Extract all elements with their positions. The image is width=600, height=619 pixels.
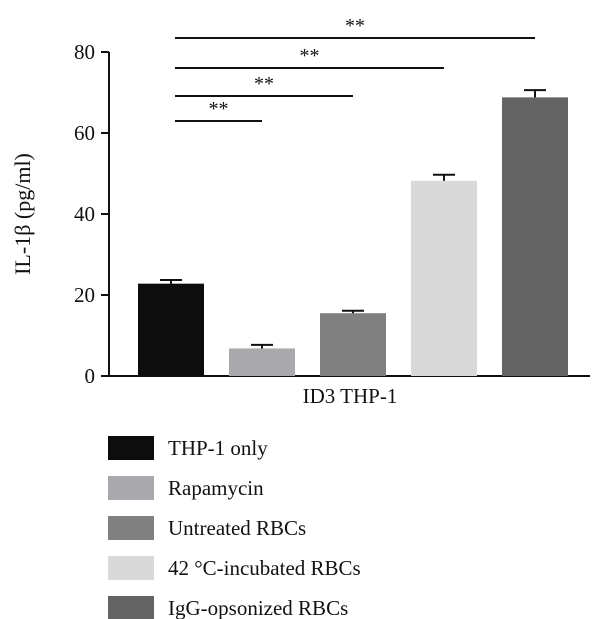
significance-label: **: [345, 15, 365, 37]
bar: [138, 283, 204, 376]
y-tick-label: 60: [74, 121, 95, 145]
bar: [502, 97, 568, 377]
bar: [411, 180, 477, 376]
y-tick-label: 20: [74, 283, 95, 307]
bars: [138, 97, 568, 377]
y-tick-label: 80: [74, 40, 95, 64]
legend: THP-1 only Rapamycin Untreated RBCs 42 °C-i…: [108, 436, 361, 619]
bar: [229, 348, 295, 376]
legend-label: THP-1 only: [168, 436, 268, 460]
legend-swatch: [108, 516, 154, 540]
legend-label: IgG-opsonized RBCs: [168, 596, 348, 619]
significance-label: **: [254, 73, 274, 95]
error-bars: [160, 89, 546, 349]
bar: [320, 313, 386, 376]
legend-label: Rapamycin: [168, 476, 264, 500]
legend-swatch: [108, 476, 154, 500]
legend-swatch: [108, 436, 154, 460]
significance-label: **: [209, 98, 229, 120]
x-group-label: ID3 THP-1: [303, 384, 398, 408]
y-tick-label: 40: [74, 202, 95, 226]
legend-swatch: [108, 596, 154, 619]
significance-label: **: [300, 45, 320, 67]
legend-label: Untreated RBCs: [168, 516, 306, 540]
y-axis-ticks: 0 20 40 60 80: [74, 40, 109, 388]
y-axis-title: IL-1β (pg/ml): [10, 153, 35, 275]
legend-label: 42 °C-incubated RBCs: [168, 556, 361, 580]
legend-swatch: [108, 556, 154, 580]
y-tick-label: 0: [85, 364, 96, 388]
significance-brackets: ** ** ** **: [175, 15, 535, 122]
